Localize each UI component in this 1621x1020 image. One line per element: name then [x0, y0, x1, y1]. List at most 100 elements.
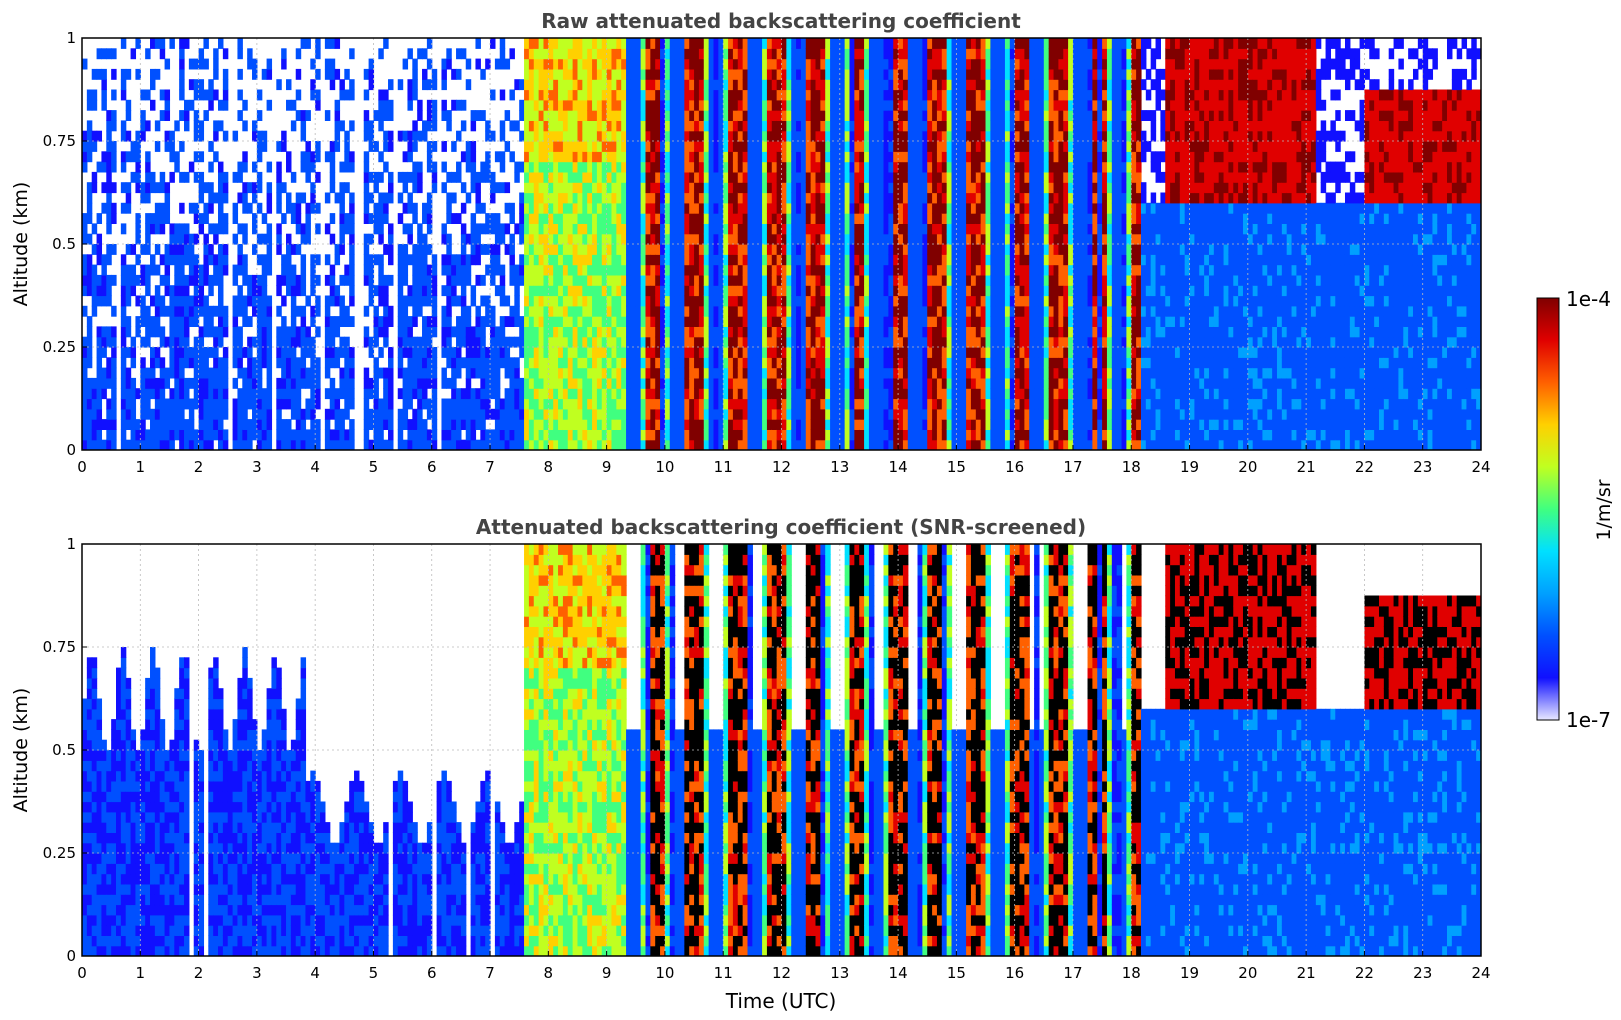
heat-cell: [203, 439, 209, 450]
heat-cell: [732, 274, 739, 286]
heat-cell: [684, 48, 690, 60]
heat-cell: [106, 398, 112, 410]
heat-cell: [310, 316, 316, 327]
heat-cell: [640, 388, 647, 400]
heat-cell: [324, 151, 331, 163]
heat-cell: [757, 48, 763, 60]
heat-cell: [528, 38, 535, 49]
heat-cell: [276, 171, 282, 183]
heat-cell: [446, 264, 452, 276]
heat-cell: [796, 285, 802, 297]
heat-cell: [543, 89, 549, 101]
heat-cell: [689, 151, 695, 163]
heat-cell: [188, 305, 195, 317]
heat-cell: [815, 429, 821, 441]
heat-cell: [728, 182, 734, 194]
heat-cell: [766, 233, 773, 245]
heat-cell: [800, 254, 807, 266]
heat-cell: [179, 274, 185, 286]
heat-cell: [664, 419, 671, 430]
heat-cell: [135, 419, 141, 430]
heat-cell: [703, 89, 710, 101]
heat-cell: [470, 408, 477, 420]
heat-cell: [528, 295, 535, 307]
heat-cell: [684, 151, 690, 163]
heat-cell: [349, 213, 355, 224]
heat-cell: [611, 120, 617, 132]
heat-cell: [179, 398, 185, 410]
heat-cell: [587, 326, 593, 338]
heat-cell: [660, 58, 666, 70]
heat-cell: [864, 305, 870, 317]
heat-cell: [179, 79, 185, 91]
heat-cell: [218, 439, 224, 450]
heat-cell: [86, 439, 93, 450]
heat-cell: [674, 233, 681, 245]
heat-cell: [703, 336, 710, 348]
heat-cell: [232, 264, 239, 276]
heat-cell: [635, 274, 642, 286]
heat-cell: [388, 130, 394, 142]
heat-cell: [247, 367, 253, 379]
heat-cell: [363, 192, 370, 204]
heat-cell: [106, 439, 112, 450]
heat-cell: [616, 274, 622, 286]
heat-cell: [509, 408, 515, 420]
heat-cell: [635, 429, 642, 441]
heat-cell: [485, 408, 491, 420]
heat-cell: [781, 79, 787, 91]
heat-cell: [184, 233, 190, 245]
heat-cell: [713, 79, 719, 91]
heat-cell: [150, 429, 156, 441]
heat-cell: [96, 161, 103, 173]
heat-cell: [854, 336, 860, 348]
heat-cell: [553, 295, 559, 307]
heat-cell: [533, 347, 540, 358]
heat-cell: [766, 223, 773, 235]
heat-cell: [577, 429, 583, 441]
heat-cell: [499, 182, 506, 194]
heat-cell: [91, 68, 98, 80]
heat-cell: [125, 244, 132, 255]
heat-cell: [834, 68, 841, 80]
heat-cell: [786, 264, 792, 276]
heat-cell: [849, 110, 855, 121]
heat-cell: [504, 439, 511, 450]
heat-cell: [830, 171, 836, 183]
heat-cell: [796, 89, 802, 101]
heat-cell: [771, 377, 778, 389]
heat-cell: [504, 223, 511, 235]
heat-cell: [485, 439, 491, 450]
heat-cell: [86, 347, 93, 358]
heat-cell: [548, 285, 554, 297]
heat-cell: [878, 305, 885, 317]
heat-cell: [689, 388, 695, 400]
heat-cell: [242, 264, 248, 276]
heat-cell: [290, 202, 297, 214]
heat-cell: [475, 192, 481, 204]
heat-cell: [378, 419, 384, 430]
heat-cell: [494, 58, 501, 70]
heat-cell: [417, 347, 423, 358]
heat-cell: [766, 398, 773, 410]
heat-cell: [694, 347, 700, 358]
heat-cell: [86, 326, 93, 338]
heat-cell: [796, 141, 802, 152]
heat-cell: [868, 99, 875, 111]
heat-cell: [868, 38, 875, 49]
heat-cell: [854, 99, 860, 111]
heat-cell: [694, 130, 700, 142]
heat-cell: [684, 130, 690, 142]
heat-cell: [621, 141, 627, 152]
heat-cell: [135, 429, 141, 441]
heat-cell: [650, 326, 656, 338]
heat-cell: [256, 171, 263, 183]
heat-cell: [766, 316, 773, 327]
heat-cell: [616, 151, 622, 163]
heat-cell: [237, 347, 243, 358]
heat-cell: [334, 192, 341, 204]
heat-cell: [873, 223, 880, 235]
heat-cell: [776, 38, 783, 49]
heat-cell: [669, 120, 676, 132]
heat-cell: [120, 38, 127, 49]
